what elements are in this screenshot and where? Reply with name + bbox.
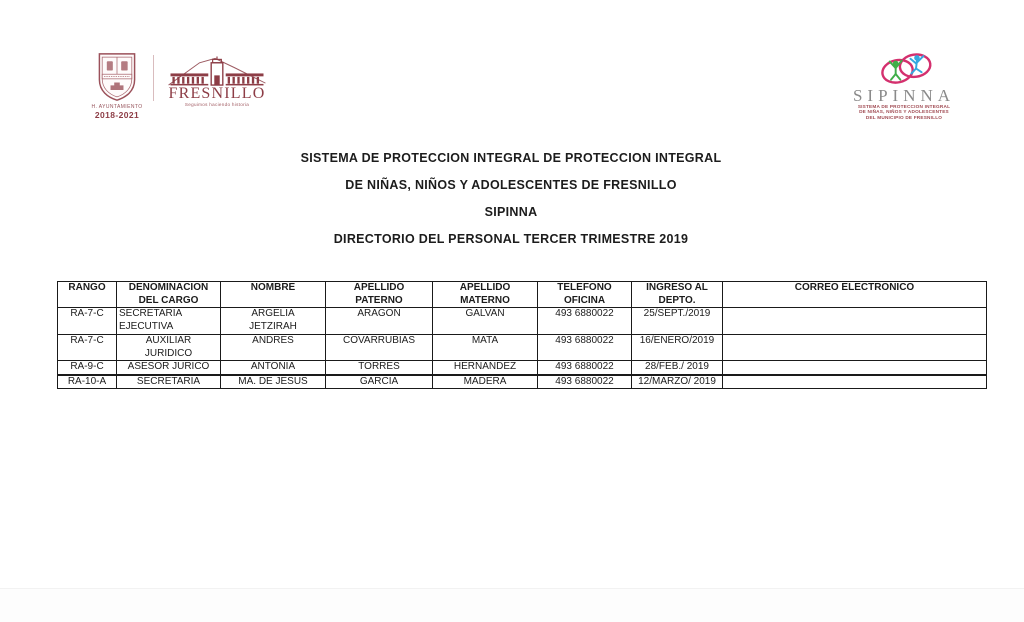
cell-paterno: TORRES (325, 360, 433, 375)
cell-telefono: 493 6880022 (537, 360, 632, 375)
crest-shield-icon (98, 53, 136, 101)
cell-ingreso: 12/MARZO/ 2019 (631, 373, 723, 389)
fresnillo-building-icon (168, 56, 266, 86)
cell-ingreso: 16/ENERO/2019 (631, 334, 723, 361)
cell-correo (722, 373, 987, 389)
column-header-nombre: NOMBRE (220, 281, 326, 308)
fresnillo-wordmark: FRESNILLO (168, 85, 266, 102)
title-line-1: SISTEMA DE PROTECCION INTEGRAL DE PROTEC… (300, 151, 722, 165)
column-header-apellido-materno: APELLIDO MATERNO (432, 281, 538, 308)
table-row: RA-10-A SECRETARIA MA. DE JESUS GARCIA M… (57, 373, 987, 389)
page-bottom-edge (0, 588, 1024, 622)
sipinna-wordmark: SIPINNA (852, 86, 956, 105)
table-header-row: RANGO DENOMINACION DEL CARGO NOMBRE APEL… (57, 281, 987, 308)
column-header-telefono: TELEFONO OFICINA (537, 281, 632, 308)
sipinna-subtitle-line1: SISTEMA DE PROTECCION INTEGRAL (857, 104, 951, 109)
cell-rango: RA-7-C (57, 334, 117, 361)
cell-correo (722, 334, 987, 361)
crest-years: 2018-2021 (94, 110, 140, 120)
cell-cargo: SECRETARIA (116, 373, 221, 389)
cell-correo (722, 307, 987, 335)
fresnillo-logo: H. AYUNTAMIENTO 2018-2021 (84, 52, 273, 120)
child-figure-blue (909, 55, 925, 75)
column-header-denominacion: DENOMINACION DEL CARGO (116, 281, 221, 308)
cell-nombre: MA. DE JESUS (220, 373, 326, 389)
cell-ingreso: 25/SEPT./2019 (631, 307, 723, 335)
cell-paterno: GARCIA (325, 373, 433, 389)
fresnillo-wordmark-block: FRESNILLO Seguimos haciendo historia (161, 52, 273, 107)
cell-cargo: AUXILIAR JURIDICO (116, 334, 221, 361)
table-row: RA-7-C AUXILIAR JURIDICO ANDRES COVARRUB… (57, 334, 987, 361)
cell-rango: RA-9-C (57, 360, 117, 375)
title-line-4: DIRECTORIO DEL PERSONAL TERCER TRIMESTRE… (333, 232, 689, 246)
directory-table: RANGO DENOMINACION DEL CARGO NOMBRE APEL… (57, 281, 987, 389)
cell-paterno: COVARRUBIAS (325, 334, 433, 361)
sipinna-subtitle-line3: DEL MUNICIPIO DE FRESNILLO (865, 114, 943, 120)
child-figure-green (888, 59, 903, 81)
sipinna-rings-icon (881, 53, 932, 84)
document-title: SISTEMA DE PROTECCION INTEGRAL DE PROTEC… (0, 152, 1022, 260)
crest-caption: H. AYUNTAMIENTO (91, 104, 143, 110)
cell-materno: MADERA (432, 373, 538, 389)
column-header-rango: RANGO (57, 281, 117, 308)
cell-rango: RA-7-C (57, 307, 117, 335)
sipinna-subtitle-line2: DE NIÑAS, NIÑOS Y ADOLESCENTES (859, 109, 949, 115)
cell-telefono: 493 6880022 (537, 307, 632, 335)
cell-telefono: 493 6880022 (537, 334, 632, 361)
cell-cargo: ASESOR JURICO (116, 360, 221, 375)
cell-paterno: ARAGON (325, 307, 433, 335)
logo-divider (153, 55, 154, 101)
cell-nombre: ANDRES (220, 334, 326, 361)
ayuntamiento-crest: H. AYUNTAMIENTO 2018-2021 (84, 52, 150, 120)
column-header-apellido-paterno: APELLIDO PATERNO (325, 281, 433, 308)
title-line-3: SIPINNA (484, 205, 538, 219)
sipinna-logo: SIPINNA SISTEMA DE PROTECCION INTEGRAL D… (836, 50, 972, 120)
cell-ingreso: 28/FEB./ 2019 (631, 360, 723, 375)
table-row: RA-9-C ASESOR JURICO ANTONIA TORRES HERN… (57, 360, 987, 375)
cell-nombre: ANTONIA (220, 360, 326, 375)
table-row: RA-7-C SECRETARIA EJECUTIVA ARGELIA JETZ… (57, 307, 987, 335)
column-header-ingreso: INGRESO AL DEPTO. (631, 281, 723, 308)
cell-materno: MATA (432, 334, 538, 361)
cell-telefono: 493 6880022 (537, 373, 632, 389)
cell-correo (722, 360, 987, 375)
fresnillo-tagline: Seguimos haciendo historia (184, 102, 250, 107)
cell-nombre: ARGELIA JETZIRAH (220, 307, 326, 335)
cell-materno: HERNANDEZ (432, 360, 538, 375)
cell-materno: GALVAN (432, 307, 538, 335)
cell-cargo: SECRETARIA EJECUTIVA (116, 307, 221, 335)
title-line-2: DE NIÑAS, NIÑOS Y ADOLESCENTES DE FRESNI… (345, 178, 677, 192)
column-header-correo: CORREO ELECTRONICO (722, 281, 987, 308)
cell-rango: RA-10-A (57, 373, 117, 389)
